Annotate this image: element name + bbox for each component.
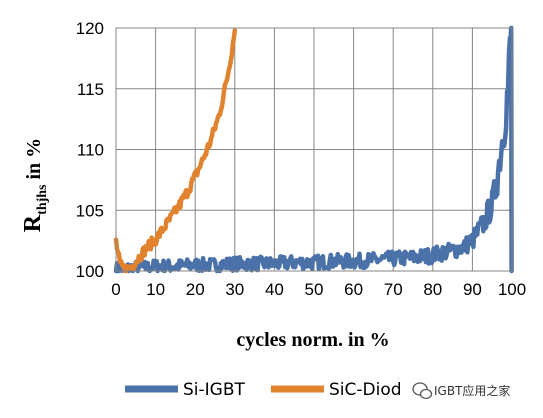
x-tick-label: 90 [463,280,482,299]
series-line-sic-diode [113,28,238,274]
y-tick-label: 105 [76,201,104,220]
watermark-text: IGBT应用之家 [434,383,510,398]
x-axis-title: cycles norm. in % [236,329,389,351]
y-tick-label: 115 [77,80,104,99]
x-axis-ticks: 0 10 20 30 40 50 60 70 80 90 100 [111,280,526,299]
legend-label-si-igbt: Si-IGBT [183,380,245,400]
y-axis-title: Rthjhs in % [20,138,50,232]
y-axis-ticks: 100 105 110 115 120 [76,19,104,281]
grid [115,27,513,272]
x-tick-label: 60 [344,280,363,299]
legend: Si-IGBT SiC-Diod [125,380,402,400]
series-layer [113,25,514,274]
legend-label-sic-diode: SiC-Diod [329,380,402,400]
x-tick-label: 80 [423,280,442,299]
y-tick-label: 100 [76,262,104,281]
x-tick-label: 70 [384,280,403,299]
wechat-icon [412,382,433,400]
x-tick-label: 10 [146,280,165,299]
series-line-si-igbt [113,25,514,274]
y-tick-label: 120 [76,19,104,38]
y-axis-title-rest: in % [23,138,45,185]
y-tick-label: 110 [77,141,104,160]
x-tick-label: 50 [305,280,324,299]
x-tick-label: 100 [498,280,526,299]
x-tick-label: 20 [186,280,205,299]
watermark: IGBT应用之家 [405,375,543,405]
y-axis-title-sub: thjhs [35,184,50,215]
y-axis-title-main: R [20,214,46,232]
x-tick-label: 30 [225,280,244,299]
x-tick-label: 40 [265,280,284,299]
x-tick-label: 0 [111,280,120,299]
plot-area [115,27,513,272]
